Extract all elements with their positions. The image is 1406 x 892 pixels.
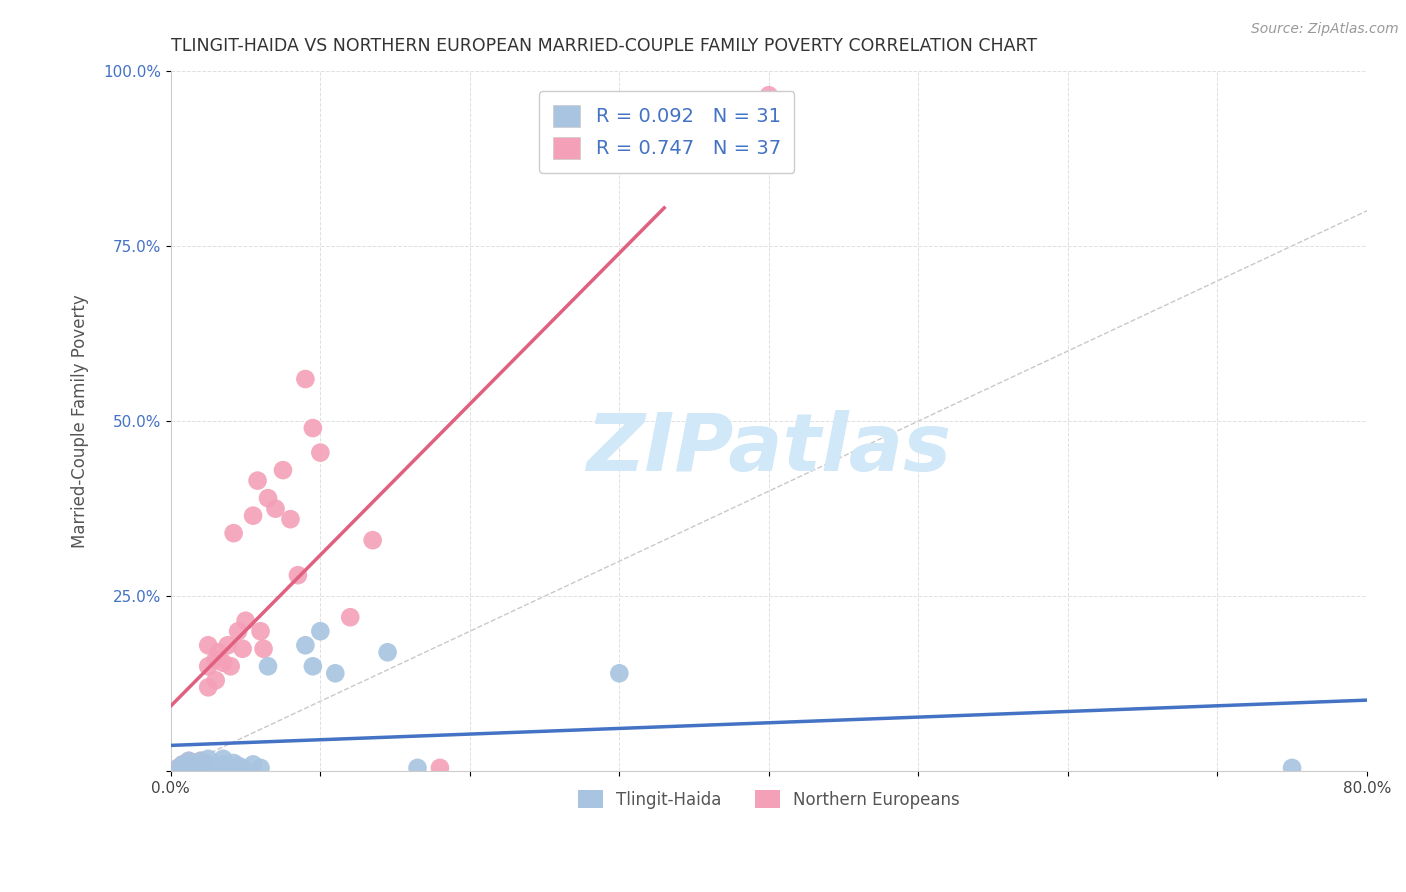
Point <box>172 757 194 772</box>
Point <box>187 758 209 772</box>
Point <box>252 641 274 656</box>
Point <box>190 754 212 768</box>
Point <box>294 372 316 386</box>
Point <box>287 568 309 582</box>
Point <box>197 757 219 772</box>
Point <box>187 758 209 772</box>
Point <box>246 474 269 488</box>
Point <box>309 445 332 459</box>
Point <box>193 761 215 775</box>
Point <box>302 421 325 435</box>
Point <box>309 624 332 639</box>
Point <box>181 756 204 770</box>
Point <box>257 491 280 505</box>
Point <box>197 638 219 652</box>
Point <box>235 614 257 628</box>
Point <box>217 638 239 652</box>
Point <box>249 761 271 775</box>
Point <box>177 754 200 768</box>
Point <box>204 673 226 688</box>
Point <box>758 88 780 103</box>
Text: ZIPatlas: ZIPatlas <box>586 410 952 488</box>
Text: TLINGIT-HAIDA VS NORTHERN EUROPEAN MARRIED-COUPLE FAMILY POVERTY CORRELATION CHA: TLINGIT-HAIDA VS NORTHERN EUROPEAN MARRI… <box>172 37 1038 55</box>
Point <box>232 641 254 656</box>
Point <box>174 758 197 772</box>
Point <box>242 757 264 772</box>
Point <box>377 645 399 659</box>
Point <box>339 610 361 624</box>
Point <box>249 624 271 639</box>
Point <box>208 758 231 772</box>
Point <box>204 761 226 775</box>
Point <box>323 666 346 681</box>
Legend: Tlingit-Haida, Northern Europeans: Tlingit-Haida, Northern Europeans <box>571 783 966 815</box>
Point <box>429 761 451 775</box>
Point <box>406 761 429 775</box>
Point <box>1281 761 1303 775</box>
Point <box>181 757 204 772</box>
Point <box>167 761 190 775</box>
Point <box>181 761 204 775</box>
Point <box>361 533 384 548</box>
Point <box>212 752 235 766</box>
Point <box>222 756 245 770</box>
Point <box>264 501 287 516</box>
Point <box>208 645 231 659</box>
Point <box>167 761 190 775</box>
Point <box>193 757 215 772</box>
Text: Source: ZipAtlas.com: Source: ZipAtlas.com <box>1251 22 1399 37</box>
Point <box>172 757 194 772</box>
Point <box>177 754 200 768</box>
Point <box>271 463 294 477</box>
Point <box>232 761 254 775</box>
Point <box>257 659 280 673</box>
Point <box>190 754 212 768</box>
Point <box>294 638 316 652</box>
Point <box>212 656 235 670</box>
Point <box>226 624 249 639</box>
Point <box>219 761 242 775</box>
Point <box>197 659 219 673</box>
Y-axis label: Married-Couple Family Poverty: Married-Couple Family Poverty <box>72 294 89 548</box>
Point <box>212 757 235 772</box>
Point <box>174 758 197 772</box>
Point <box>219 659 242 673</box>
Point <box>302 659 325 673</box>
Point <box>222 526 245 541</box>
Point <box>204 652 226 666</box>
Point <box>242 508 264 523</box>
Point <box>197 752 219 766</box>
Point <box>226 758 249 772</box>
Point <box>280 512 302 526</box>
Point <box>197 681 219 695</box>
Point <box>197 757 219 772</box>
Point <box>607 666 630 681</box>
